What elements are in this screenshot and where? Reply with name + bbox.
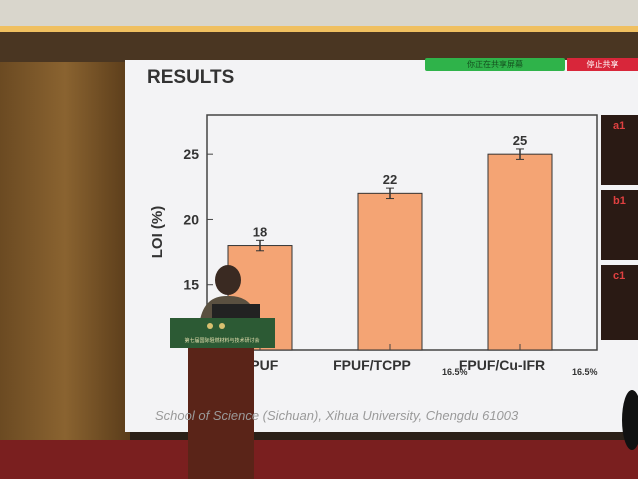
x-tick-sublabel: 16.5% xyxy=(442,367,468,377)
flame-test-photo xyxy=(601,190,638,260)
curtain xyxy=(0,62,130,442)
stop-sharing-label: 停止共享 xyxy=(586,60,619,69)
bar xyxy=(357,192,423,351)
panel-label: b1 xyxy=(613,195,626,207)
panel-label: c1 xyxy=(613,270,625,282)
flame-test-photo xyxy=(601,265,638,340)
ceiling xyxy=(0,0,638,28)
flame-test-photo xyxy=(601,115,638,185)
audience-head xyxy=(622,390,638,450)
x-tick-label: FPUF/Cu-IFR xyxy=(459,357,545,373)
y-tick-label: 20 xyxy=(183,211,199,227)
y-tick-label: 15 xyxy=(183,277,199,293)
y-axis-label: LOI (%) xyxy=(149,206,166,259)
slide-footer: School of Science (Sichuan), Xihua Unive… xyxy=(155,408,519,423)
data-label: 18 xyxy=(253,224,267,239)
slide-title: RESULTS xyxy=(147,67,235,88)
bar xyxy=(487,153,553,351)
stage-carpet xyxy=(0,440,638,479)
podium-banner-text: 第七届国际阻燃材料与技术研讨会 xyxy=(184,337,259,344)
podium xyxy=(188,348,254,479)
panel-label: a1 xyxy=(613,120,625,132)
ceiling-light xyxy=(0,26,638,32)
data-label: 25 xyxy=(513,133,527,148)
x-tick-label: FPUF/TCPP xyxy=(333,357,411,373)
podium-banner xyxy=(170,318,275,348)
stop-sharing-button[interactable]: 停止共享 xyxy=(567,58,638,71)
share-status-text: 你正在共享屏幕 xyxy=(467,60,523,69)
screen-share-indicator: 你正在共享屏幕 xyxy=(425,58,565,71)
y-tick-label: 25 xyxy=(183,146,199,162)
data-label: 22 xyxy=(383,172,397,187)
x-tick-sublabel: 16.5% xyxy=(572,367,598,377)
